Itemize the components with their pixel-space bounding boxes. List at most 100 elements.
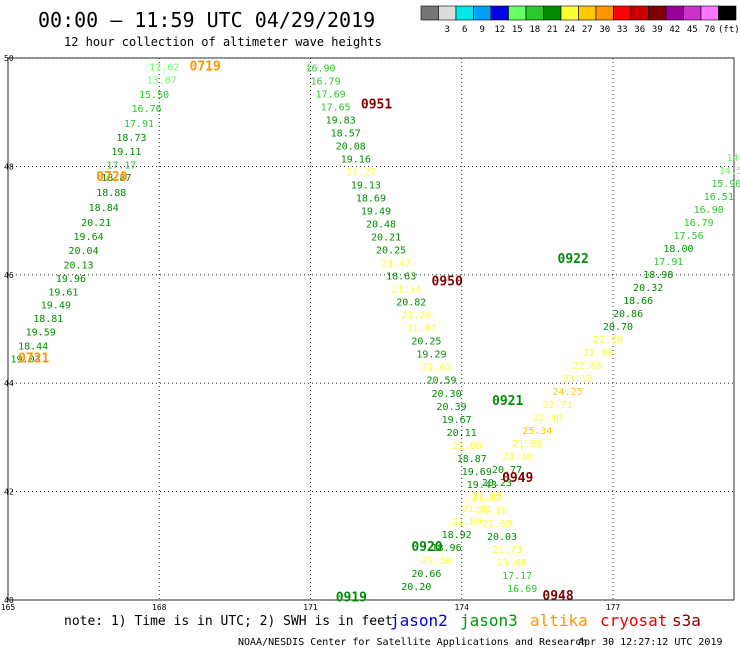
- pass-time-label: 0948: [542, 589, 573, 604]
- swh-value: 17.17: [106, 161, 136, 172]
- legend-swatch: [473, 5, 492, 21]
- swh-value: 20.77: [492, 465, 522, 476]
- swh-value: 21.19: [477, 506, 507, 517]
- legend-label: 27: [582, 25, 593, 35]
- swh-value: 18.63: [386, 272, 416, 283]
- swh-value: 25.34: [522, 426, 552, 437]
- swh-value: 24.25: [553, 387, 583, 398]
- swh-value: 18.92: [442, 530, 472, 541]
- swh-value: 17.69: [316, 90, 346, 101]
- swh-value: 21.49: [583, 348, 613, 359]
- swh-value: 16.90: [305, 64, 335, 75]
- swh-value: 20.25: [376, 246, 406, 257]
- swh-value: 19.43: [467, 480, 497, 491]
- y-tick-label: 46: [4, 271, 14, 280]
- swh-value: 21.47: [381, 259, 411, 270]
- swh-value: 15.90: [711, 179, 740, 190]
- swh-value: 17.65: [321, 103, 351, 114]
- swh-value: 19.69: [462, 467, 492, 478]
- legend-label: 30: [599, 25, 610, 35]
- map-grid: [7, 57, 735, 601]
- footer-note: note: 1) Time is in UTC; 2) SWH is in fe…: [64, 614, 393, 629]
- swh-value: 18.00: [663, 244, 693, 255]
- swh-value: 18.73: [116, 133, 146, 144]
- swh-value: 20.39: [437, 402, 467, 413]
- legend-label: 3: [445, 25, 450, 35]
- swh-value: 22.30: [593, 335, 623, 346]
- swh-series: 12.62 13.87 15.50 16.76 17.91 18.73 19.11 17.17…: [11, 62, 740, 594]
- legend-label: 42: [669, 25, 680, 35]
- legend-swatch: [560, 5, 579, 21]
- swh-value: 23.38: [502, 452, 532, 463]
- swh-value: 20.11: [447, 428, 477, 439]
- swh-value: 15.50: [139, 90, 169, 101]
- swh-value: 18.88: [96, 188, 126, 199]
- swh-value: 21.26: [401, 311, 431, 322]
- legend-unit: (ft): [718, 25, 740, 35]
- swh-value: 20.48: [366, 220, 396, 231]
- swh-value: 16.69: [507, 584, 537, 595]
- swh-value: 21.08: [497, 558, 527, 569]
- legend-swatch: [665, 5, 684, 21]
- pass-time-label: 0949: [502, 471, 533, 486]
- swh-value: 19.49: [41, 300, 71, 311]
- legend-swatch: [630, 5, 649, 21]
- swh-value: 20.86: [613, 309, 643, 320]
- swh-value: 19.59: [26, 328, 56, 339]
- swh-value: 18.98: [643, 270, 673, 281]
- swh-value: 17.17: [502, 571, 532, 582]
- swh-value: 12.62: [149, 62, 179, 73]
- swh-value: 18.87: [101, 173, 131, 184]
- legend-label: 24: [564, 25, 575, 35]
- swh-value: 18.57: [331, 129, 361, 140]
- legend-label: 18: [529, 25, 540, 35]
- legend-swatch: [595, 5, 614, 21]
- pass-time-label: 0719: [190, 59, 221, 74]
- swh-value: 16.90: [694, 205, 724, 216]
- legend-label: 12: [494, 25, 505, 35]
- legend-label: 21: [547, 25, 558, 35]
- legend-swatch: [490, 5, 509, 21]
- swh-value: 19.64: [74, 232, 104, 243]
- satellite-name-cryosat: cryosat: [600, 611, 667, 630]
- pass-time-label: 0950: [432, 275, 463, 290]
- legend-swatch: [455, 5, 474, 21]
- swh-value: 18.44: [18, 342, 48, 353]
- legend-label: 70: [704, 25, 715, 35]
- swh-value: 18.66: [623, 296, 653, 307]
- swh-value: 20.20: [401, 582, 431, 593]
- pass-time-label: 0720: [96, 170, 127, 185]
- y-tick-label: 44: [4, 379, 14, 388]
- legend-label: 45: [687, 25, 698, 35]
- swh-value: 22.60: [573, 361, 603, 372]
- swh-value: 21.73: [492, 545, 522, 556]
- swh-value: 19.13: [351, 181, 381, 192]
- swh-value: 19.83: [326, 116, 356, 127]
- swh-value: 19.03: [11, 355, 41, 366]
- satellite-name-jason3: jason3: [460, 611, 518, 630]
- swh-value: 19.61: [48, 287, 78, 298]
- axis-ticks: 165 168 171 174 177 40 42 44 46 48 50: [1, 54, 621, 612]
- swh-value: 21.80: [452, 441, 482, 452]
- swh-value: 20.23: [482, 478, 512, 489]
- swh-value: 20.04: [69, 246, 99, 257]
- swh-value: 20.32: [633, 283, 663, 294]
- x-tick-label: 177: [606, 603, 621, 612]
- pass-time-label: 0721: [18, 352, 49, 367]
- y-tick-label: 48: [4, 162, 14, 171]
- swh-value: 21.34: [391, 285, 421, 296]
- swh-value: 14.50: [719, 166, 740, 177]
- legend-label: 36: [634, 25, 645, 35]
- swh-value: 19.11: [111, 147, 141, 158]
- satellite-name-jason2: jason2: [390, 611, 448, 630]
- y-tick-label: 50: [4, 54, 14, 63]
- x-tick-label: 165: [1, 603, 16, 612]
- swh-value: 19.29: [416, 350, 446, 361]
- swh-value: 20.70: [603, 322, 633, 333]
- legend-swatch: [578, 5, 597, 21]
- chart-title: 00:00 – 11:59 UTC 04/29/2019: [38, 8, 375, 32]
- plot-frame: [7, 57, 735, 601]
- swh-value: 19.49: [361, 207, 391, 218]
- chart-subtitle: 12 hour collection of altimeter wave hei…: [64, 35, 382, 49]
